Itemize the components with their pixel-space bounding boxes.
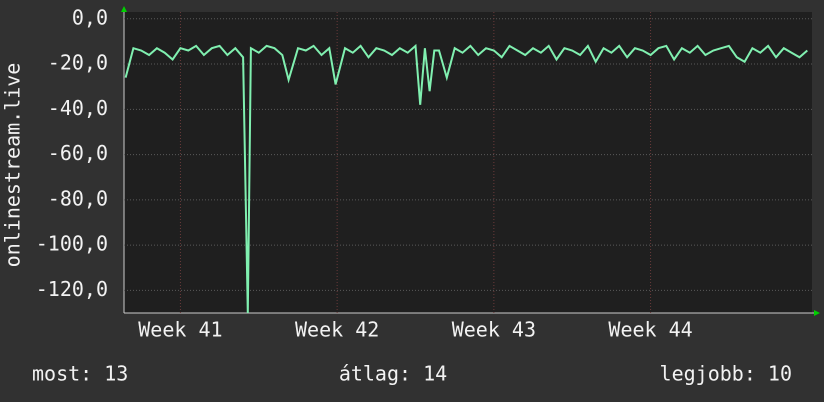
y-axis-label: onlinestream.live bbox=[1, 63, 25, 268]
axis-arrow bbox=[814, 310, 820, 316]
y-tick-label: -120,0 bbox=[36, 277, 108, 301]
axis-arrow bbox=[121, 6, 127, 12]
y-tick-label: -80,0 bbox=[48, 186, 108, 210]
footer-average: átlag: 14 bbox=[339, 362, 447, 386]
x-tick-label: Week 44 bbox=[608, 318, 692, 342]
y-tick-label: -60,0 bbox=[48, 141, 108, 165]
x-tick-label: Week 41 bbox=[138, 318, 222, 342]
y-tick-label: -20,0 bbox=[48, 51, 108, 75]
y-tick-label: 0,0 bbox=[72, 5, 108, 29]
footer-best: legjobb: 10 bbox=[660, 362, 792, 386]
y-tick-label: -40,0 bbox=[48, 96, 108, 120]
x-tick-label: Week 43 bbox=[452, 318, 536, 342]
footer-current: most: 13 bbox=[32, 362, 128, 386]
x-tick-label: Week 42 bbox=[295, 318, 379, 342]
y-tick-label: -100,0 bbox=[36, 232, 108, 256]
data-line bbox=[124, 43, 808, 314]
plot-area bbox=[124, 12, 812, 313]
